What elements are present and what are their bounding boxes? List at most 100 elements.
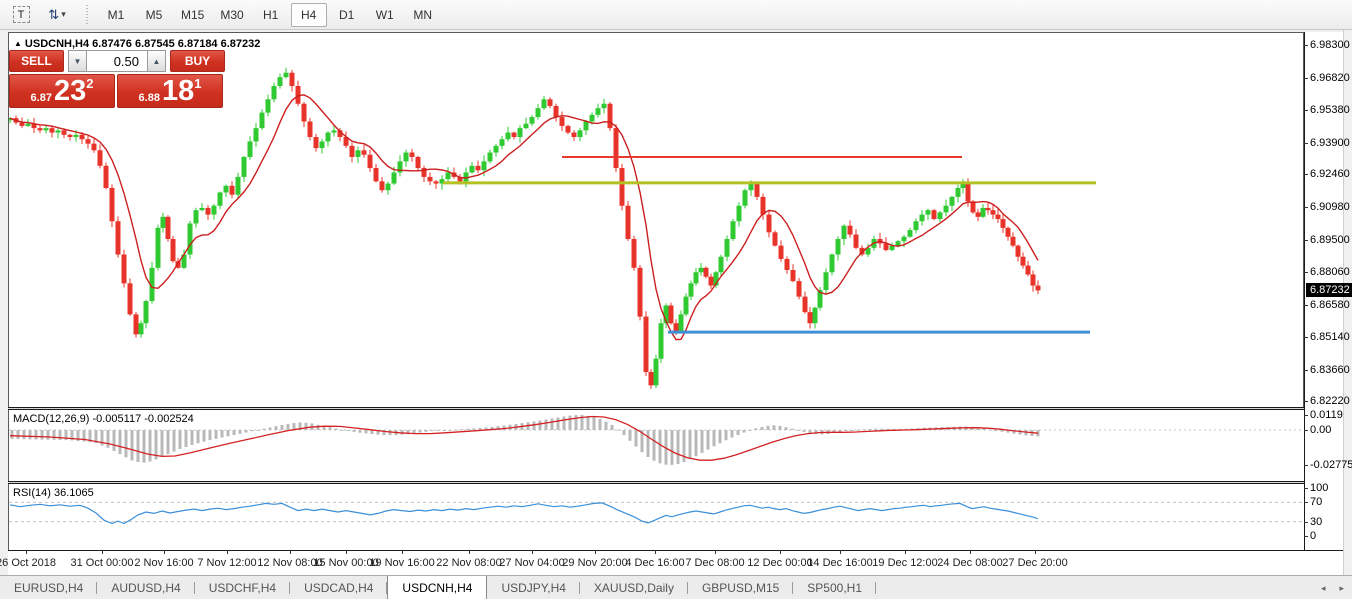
price-tick-label: 6.85140 — [1310, 331, 1350, 343]
time-axis-tick — [905, 550, 906, 554]
text-tool-button[interactable]: T — [1, 3, 37, 27]
tab-sp500-h1[interactable]: SP500,H1 — [793, 576, 876, 599]
price-tick-label: 6.92460 — [1310, 168, 1350, 180]
buy-button[interactable]: BUY — [170, 50, 225, 72]
volume-input[interactable]: 0.50 — [87, 50, 147, 72]
timeframe-button-h4[interactable]: H4 — [290, 2, 327, 27]
buy-price-prefix: 6.88 — [138, 92, 160, 104]
time-axis-tick — [290, 550, 291, 554]
buy-price-display[interactable]: 6.88 18 1 — [117, 74, 223, 108]
current-price-tag: 6.87232 — [1306, 283, 1352, 298]
timeframe-button-w1[interactable]: W1 — [375, 7, 394, 22]
rsi-label: RSI(14) 36.1065 — [13, 487, 94, 499]
chart-title: ▲ USDCNH,H4 6.87476 6.87545 6.87184 6.872… — [14, 38, 261, 50]
timeframe-button-group: M1 M5 M15 M30 H1 H4 D1 W1 MN — [97, 2, 442, 27]
timeframe-button-d1[interactable]: D1 — [339, 7, 355, 22]
timeframe-button-h1[interactable]: H1 — [263, 7, 279, 22]
macd-axis-label: 0.00 — [1310, 424, 1332, 436]
timeframe-button-m5[interactable]: M5 — [145, 7, 163, 22]
top-toolbar: T ⇅ ▾ M1 M5 M15 M30 H1 H4 D1 W1 MN — [0, 0, 1352, 30]
time-axis-tick — [469, 550, 470, 554]
price-tick-label: 6.90980 — [1310, 201, 1350, 213]
axis-tick — [1304, 174, 1308, 175]
tab-audusd-h4[interactable]: AUDUSD,H4 — [97, 576, 195, 599]
tab-usdjpy-h4[interactable]: USDJPY,H4 — [487, 576, 580, 599]
price-chart-pane[interactable] — [8, 32, 1304, 407]
toolbar-grip — [86, 4, 91, 25]
timeframe-button-m15[interactable]: M15 — [181, 7, 205, 22]
time-axis-tick — [227, 550, 228, 554]
axis-tick — [1304, 78, 1308, 79]
sell-price-prefix: 6.87 — [30, 92, 52, 104]
time-tick-label: 7 Nov 12:00 — [197, 557, 257, 569]
axis-tick — [1304, 430, 1308, 431]
tab-scroll-left-button[interactable]: ◂ — [1320, 582, 1326, 593]
axis-tick — [1304, 272, 1308, 273]
macd-pane[interactable] — [8, 410, 1304, 481]
sell-price-display[interactable]: 6.87 23 2 — [9, 74, 115, 108]
chart-tab-bar: EURUSD,H4 AUDUSD,H4 USDCHF,H4 USDCAD,H4 USDC… — [0, 575, 1352, 599]
time-tick-label: 27 Nov 04:00 — [499, 557, 565, 569]
axis-tick — [1304, 536, 1308, 537]
window-edge-strip — [1343, 30, 1352, 575]
text-tool-icon: T — [12, 6, 30, 23]
tab-gbpusd-m15[interactable]: GBPUSD,M15 — [688, 576, 794, 599]
macd-label: MACD(12,26,9) -0.005117 -0.002524 — [13, 413, 194, 425]
pane-separator-rsi[interactable] — [8, 481, 1304, 484]
axis-tick — [1304, 207, 1308, 208]
tab-scroll-right-button[interactable]: ▸ — [1339, 582, 1344, 593]
dropdown-caret-icon: ▾ — [61, 9, 66, 19]
timeframe-button-m1[interactable]: M1 — [107, 7, 125, 22]
time-tick-label: 2 Nov 16:00 — [134, 557, 194, 569]
arrows-tool-button[interactable]: ⇅ ▾ — [39, 3, 75, 27]
macd-axis-label: -0.027754 — [1310, 459, 1352, 471]
one-click-trade-panel: SELL ▼ 0.50 ▲ BUY 6.87 23 2 6.88 18 1 — [9, 50, 225, 108]
axis-tick — [1304, 522, 1308, 523]
volume-decrease-button[interactable]: ▼ — [68, 50, 87, 72]
time-axis[interactable] — [8, 550, 1352, 575]
sell-button[interactable]: SELL — [9, 50, 64, 72]
time-axis-tick — [780, 550, 781, 554]
tab-xauusd-daily[interactable]: XAUUSD,Daily — [580, 576, 688, 599]
time-axis-tick — [532, 550, 533, 554]
tab-usdchf-h4[interactable]: USDCHF,H4 — [195, 576, 291, 599]
timeframe-button-mn[interactable]: MN — [413, 7, 433, 22]
price-tick-label: 6.83660 — [1310, 364, 1350, 376]
rsi-pane[interactable] — [8, 484, 1304, 550]
time-axis-tick — [655, 550, 656, 554]
time-tick-label: 12 Dec 00:00 — [747, 557, 813, 569]
axis-tick — [1304, 143, 1308, 144]
tab-eurusd-h4[interactable]: EURUSD,H4 — [0, 576, 98, 599]
price-tick-label: 6.93900 — [1310, 137, 1350, 149]
price-tick-label: 6.88060 — [1310, 266, 1350, 278]
time-axis-tick — [26, 550, 27, 554]
time-tick-label: 24 Dec 08:00 — [937, 557, 1003, 569]
time-axis-tick — [970, 550, 971, 554]
axis-tick — [1304, 488, 1308, 489]
price-tick-label: 6.89500 — [1310, 234, 1350, 246]
time-axis-tick — [346, 550, 347, 554]
buy-price-main: 18 — [161, 75, 195, 107]
axis-tick — [1304, 110, 1308, 111]
sell-price-main: 23 — [53, 75, 87, 107]
timeframe-button-m30[interactable]: M30 — [220, 7, 244, 22]
time-tick-label: 12 Nov 08:00 — [257, 557, 323, 569]
time-axis-tick — [840, 550, 841, 554]
time-tick-label: 27 Dec 20:00 — [1002, 557, 1068, 569]
time-axis-tick — [1035, 550, 1036, 554]
price-tick-label: 6.82220 — [1310, 395, 1350, 407]
axis-tick — [1304, 337, 1308, 338]
pane-separator-macd[interactable] — [8, 407, 1304, 410]
time-tick-label: 19 Nov 16:00 — [369, 557, 435, 569]
tab-usdcad-h4[interactable]: USDCAD,H4 — [290, 576, 388, 599]
tab-usdcnh-h4[interactable]: USDCNH,H4 — [387, 576, 488, 599]
axis-tick — [1304, 465, 1308, 466]
arrows-tool-icon: ⇅ — [48, 6, 60, 22]
rsi-axis-label: 100 — [1310, 482, 1329, 494]
volume-increase-button[interactable]: ▲ — [147, 50, 166, 72]
axis-tick — [1304, 401, 1308, 402]
time-axis-tick — [102, 550, 103, 554]
macd-axis-label: 0.0119 — [1310, 409, 1343, 421]
